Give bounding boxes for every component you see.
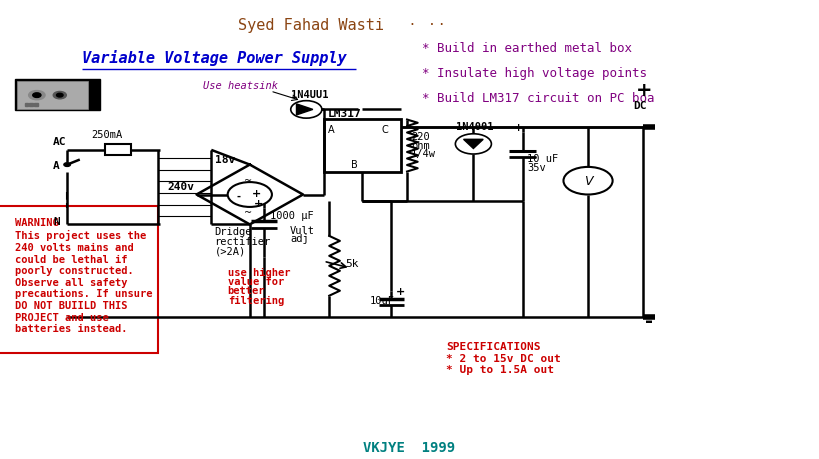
FancyBboxPatch shape <box>15 79 100 111</box>
Text: B: B <box>351 160 357 169</box>
Text: Use heatsink: Use heatsink <box>203 81 278 91</box>
Text: (>2A): (>2A) <box>215 246 246 256</box>
Text: -: - <box>237 191 240 201</box>
Circle shape <box>64 163 70 167</box>
Text: * Build LM317 circuit on PC boa: * Build LM317 circuit on PC boa <box>422 92 654 105</box>
Text: filtering: filtering <box>228 295 284 305</box>
Text: -: - <box>645 311 653 330</box>
Text: DC: DC <box>633 101 646 111</box>
Text: Syed Fahad Wasti: Syed Fahad Wasti <box>238 18 384 33</box>
Circle shape <box>53 92 66 100</box>
Text: 220: 220 <box>411 132 430 142</box>
Text: AC: AC <box>53 137 66 146</box>
Circle shape <box>57 94 63 98</box>
Circle shape <box>33 94 41 98</box>
Text: rectifier: rectifier <box>215 236 271 246</box>
Text: A: A <box>328 124 334 134</box>
Text: +: + <box>251 188 261 198</box>
Text: * Insulate high voltage points: * Insulate high voltage points <box>422 67 647 80</box>
Text: 18v: 18v <box>215 155 235 165</box>
Text: ~: ~ <box>244 175 252 185</box>
Circle shape <box>228 183 272 207</box>
Bar <box>29 104 33 106</box>
Bar <box>105 145 131 156</box>
Text: Variable Voltage Power Supply: Variable Voltage Power Supply <box>82 50 346 65</box>
Text: value for: value for <box>228 277 284 286</box>
Text: WARNING
This project uses the
240 volts mains and
could be lethal if
poorly cons: WARNING This project uses the 240 volts … <box>15 218 152 333</box>
Text: V: V <box>584 175 592 188</box>
Text: * Build in earthed metal box: * Build in earthed metal box <box>422 42 631 55</box>
Text: VKJYE  1999: VKJYE 1999 <box>364 441 455 454</box>
Text: better: better <box>228 286 265 296</box>
Text: 1000 µF: 1000 µF <box>270 211 314 221</box>
Text: Vult: Vult <box>290 225 315 235</box>
Text: 1/4w: 1/4w <box>411 149 437 159</box>
Text: 5k: 5k <box>346 258 359 268</box>
Text: +: + <box>514 123 523 132</box>
Text: +: + <box>636 80 652 100</box>
Circle shape <box>563 168 613 195</box>
FancyBboxPatch shape <box>0 207 158 353</box>
Text: ·   · ·: · · · <box>410 18 444 33</box>
Polygon shape <box>296 105 313 116</box>
Text: 250mA: 250mA <box>92 130 123 140</box>
Text: Dridge: Dridge <box>215 226 252 236</box>
Text: 35v: 35v <box>527 163 546 173</box>
Circle shape <box>291 101 322 119</box>
Text: C: C <box>382 124 388 134</box>
Circle shape <box>29 91 45 101</box>
Text: 240v: 240v <box>167 181 194 191</box>
Text: 1N4UU1: 1N4UU1 <box>291 90 328 100</box>
Text: 1N4001: 1N4001 <box>456 122 494 131</box>
Text: 10uF: 10uF <box>370 295 396 305</box>
Text: ~: ~ <box>244 207 252 218</box>
Bar <box>34 104 38 106</box>
Text: N: N <box>53 217 60 227</box>
Text: +: + <box>254 199 263 208</box>
Polygon shape <box>464 140 483 149</box>
Bar <box>25 104 28 106</box>
Text: ohm: ohm <box>411 141 430 151</box>
Text: 10 uF: 10 uF <box>527 154 559 163</box>
Text: adj: adj <box>290 234 309 244</box>
Text: use higher: use higher <box>228 268 290 277</box>
Text: +: + <box>396 287 405 297</box>
Text: SPECIFICATIONS
* 2 to 15v DC out
* Up to 1.5A out: SPECIFICATIONS * 2 to 15v DC out * Up to… <box>446 341 561 375</box>
Text: LM317: LM317 <box>328 109 361 119</box>
Text: A: A <box>53 161 60 171</box>
FancyBboxPatch shape <box>17 82 88 110</box>
Circle shape <box>455 134 491 155</box>
Bar <box>324 119 401 172</box>
